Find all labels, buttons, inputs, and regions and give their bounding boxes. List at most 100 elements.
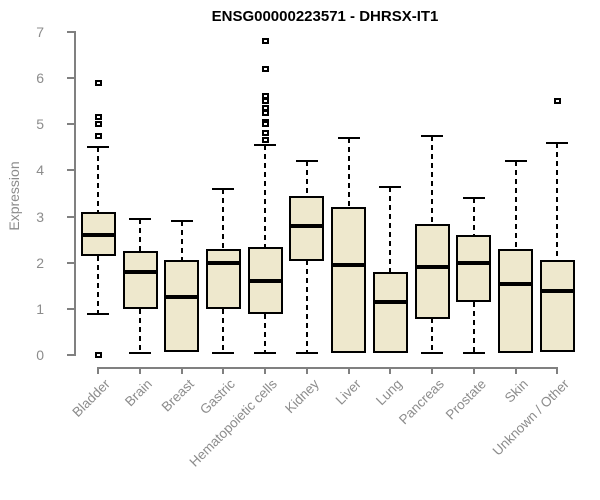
whisker-lower	[97, 256, 99, 314]
box	[373, 272, 408, 353]
y-tick	[67, 169, 74, 171]
outlier-point	[262, 121, 269, 127]
median-line	[331, 263, 366, 267]
x-tick	[181, 369, 183, 374]
whisker-cap-lower	[87, 313, 109, 315]
x-tick	[139, 369, 141, 374]
whisker-cap-upper	[296, 160, 318, 162]
y-tick	[67, 77, 74, 79]
outlier-point	[262, 130, 269, 136]
y-axis-line	[74, 31, 76, 356]
box	[498, 249, 533, 353]
median-line	[498, 282, 533, 286]
box	[540, 260, 575, 352]
whisker-upper	[97, 147, 99, 212]
y-tick-label: 3	[36, 209, 44, 225]
whisker-upper	[515, 161, 517, 249]
y-tick-label: 0	[36, 347, 44, 363]
whisker-upper	[181, 221, 183, 260]
whisker-cap-upper	[546, 142, 568, 144]
whisker-cap-lower	[296, 352, 318, 354]
x-tick	[306, 369, 308, 374]
outlier-point	[95, 121, 102, 127]
whisker-cap-lower	[421, 352, 443, 354]
y-tick	[67, 262, 74, 264]
median-line	[456, 261, 491, 265]
whisker-lower	[473, 302, 475, 353]
outlier-point	[262, 110, 269, 116]
x-tick	[264, 369, 266, 374]
median-line	[415, 265, 450, 269]
whisker-cap-lower	[254, 352, 276, 354]
median-line	[123, 270, 158, 274]
whisker-cap-upper	[421, 135, 443, 137]
whisker-upper	[306, 161, 308, 196]
box	[123, 251, 158, 309]
y-tick-label: 4	[36, 162, 44, 178]
whisker-upper	[389, 187, 391, 272]
whisker-upper	[264, 145, 266, 247]
box	[456, 235, 491, 302]
x-tick	[389, 369, 391, 374]
outlier-point	[95, 80, 102, 86]
outlier-point	[262, 98, 269, 104]
whisker-cap-upper	[505, 160, 527, 162]
y-tick-label: 5	[36, 116, 44, 132]
whisker-upper	[222, 189, 224, 249]
median-line	[248, 279, 283, 283]
whisker-cap-upper	[129, 218, 151, 220]
x-tick	[515, 369, 517, 374]
median-line	[81, 233, 116, 237]
y-tick-label: 1	[36, 301, 44, 317]
whisker-upper	[556, 143, 558, 261]
whisker-cap-lower	[212, 352, 234, 354]
whisker-lower	[264, 314, 266, 353]
x-tick	[97, 369, 99, 374]
whisker-lower	[222, 309, 224, 353]
box	[164, 260, 199, 352]
x-axis-line	[97, 367, 558, 369]
whisker-lower	[306, 260, 308, 352]
chart-title: ENSG00000223571 - DHRSX-IT1	[211, 8, 439, 25]
median-line	[206, 261, 241, 265]
y-tick-label: 7	[36, 24, 44, 40]
x-tick	[348, 369, 350, 374]
x-tick	[473, 369, 475, 374]
whisker-upper	[473, 198, 475, 235]
outlier-point	[95, 352, 102, 358]
box	[331, 207, 366, 353]
median-line	[164, 295, 199, 299]
whisker-upper	[348, 138, 350, 207]
y-tick	[67, 123, 74, 125]
whisker-upper	[139, 219, 141, 251]
x-tick	[222, 369, 224, 374]
y-tick-label: 2	[36, 255, 44, 271]
outlier-point	[95, 114, 102, 120]
y-tick	[67, 308, 74, 310]
median-line	[373, 300, 408, 304]
outlier-point	[262, 66, 269, 72]
median-line	[289, 224, 324, 228]
median-line	[540, 289, 575, 293]
outlier-point	[554, 98, 561, 104]
y-tick	[67, 354, 74, 356]
outlier-point	[95, 133, 102, 139]
whisker-lower	[431, 318, 433, 353]
x-tick	[431, 369, 433, 374]
whisker-lower	[139, 309, 141, 353]
whisker-cap-upper	[463, 197, 485, 199]
outlier-point	[262, 38, 269, 44]
whisker-cap-upper	[338, 137, 360, 139]
whisker-cap-upper	[171, 220, 193, 222]
y-tick-label: 6	[36, 70, 44, 86]
box	[206, 249, 241, 309]
y-tick	[67, 216, 74, 218]
y-tick	[67, 31, 74, 33]
whisker-cap-upper	[87, 146, 109, 148]
whisker-cap-lower	[129, 352, 151, 354]
x-tick	[556, 369, 558, 374]
box	[415, 224, 450, 319]
whisker-cap-upper	[254, 144, 276, 146]
outlier-point	[262, 137, 269, 143]
